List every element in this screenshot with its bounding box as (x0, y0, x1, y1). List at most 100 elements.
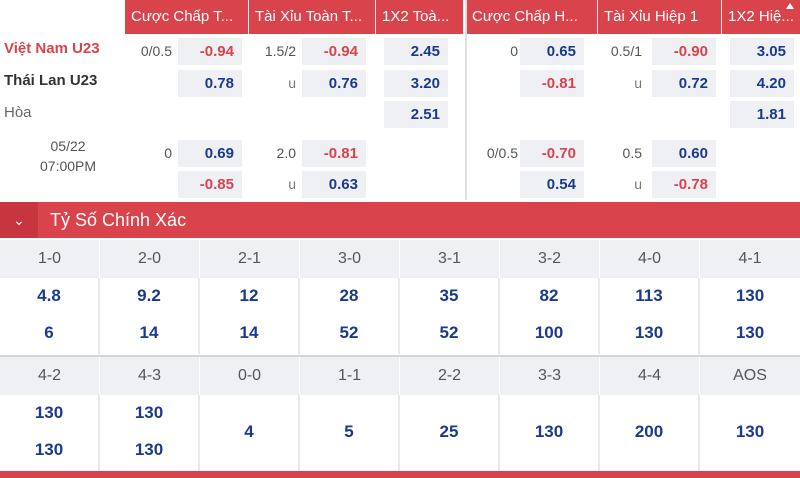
odds-header: Cược Chấp T... Tài Xỉu Toàn T... 1X2 Toà… (0, 0, 800, 34)
ft-handicap-home-odd[interactable]: -0.94 (178, 38, 242, 65)
home-team[interactable]: Việt Nam U23 (4, 40, 100, 57)
score-label: 4-1 (700, 240, 800, 278)
score-away-odd[interactable]: 130 (34, 440, 64, 459)
score-away-odd[interactable]: 130 (735, 323, 765, 342)
score-home-odd[interactable]: 130 (34, 403, 64, 422)
header-blank (0, 0, 125, 34)
score-cell: 130 (700, 395, 800, 471)
score-cell: 130 130 (100, 395, 200, 471)
score-away-odd[interactable]: 6 (44, 323, 54, 342)
h1-ou-line: 0.5/1 (610, 43, 642, 59)
ft-handicap-home-odd-2[interactable]: 0.69 (178, 140, 242, 167)
col-ft-handicap[interactable]: Cược Chấp T... (125, 0, 249, 34)
score-odd[interactable]: 130 (534, 422, 564, 441)
score-away-odd[interactable]: 52 (339, 323, 359, 342)
score-away-odd[interactable]: 100 (534, 323, 564, 342)
score-label: 1-1 (300, 357, 400, 395)
ft-ou-line-2: 2.0 (276, 145, 296, 161)
h1-1x2-away-odd[interactable]: 4.20 (730, 70, 794, 97)
h1-ou-under-odd-2[interactable]: -0.78 (652, 171, 716, 198)
score-odd[interactable]: 4 (244, 422, 254, 441)
score-cell: 82 100 (500, 278, 600, 354)
score-odd[interactable]: 25 (439, 422, 459, 441)
match-date: 05/22 (50, 138, 86, 154)
col-h1-1x2-label: 1X2 Hiệ... (728, 8, 794, 25)
ft-ou-over-odd[interactable]: -0.94 (302, 38, 366, 65)
score-home-odd[interactable]: 130 (134, 403, 164, 422)
score-label: 4-2 (0, 357, 100, 395)
score-home-odd[interactable]: 9.2 (137, 286, 161, 305)
h1-ou-over-odd[interactable]: -0.90 (652, 38, 716, 65)
score-cell: 200 (600, 395, 700, 471)
col-h1-over-under[interactable]: Tài Xỉu Hiệp 1 (598, 0, 722, 34)
ft-handicap-away-odd-2[interactable]: -0.85 (178, 171, 242, 198)
chevron-down-icon[interactable]: ⌄ (0, 202, 38, 238)
ft-handicap-away-odd[interactable]: 0.78 (178, 70, 242, 97)
h1-handicap-home-odd-2[interactable]: -0.70 (520, 140, 584, 167)
score-label: 3-0 (300, 240, 400, 278)
score-home-odd[interactable]: 12 (239, 286, 259, 305)
score-cell: 28 52 (300, 278, 400, 354)
col-h1-handicap[interactable]: Cược Chấp H... (466, 0, 598, 34)
score-label: 3-1 (400, 240, 500, 278)
h1-ou-under-odd[interactable]: 0.72 (652, 70, 716, 97)
correct-score-section[interactable]: ⌄ Tỷ Số Chính Xác (0, 202, 800, 238)
ft-1x2-away-odd[interactable]: 3.20 (384, 70, 448, 97)
score-odd[interactable]: 200 (634, 422, 664, 441)
h1-ou-over-odd-2[interactable]: 0.60 (652, 140, 716, 167)
ft-handicap-line-2: 0 (164, 145, 172, 161)
ft-ou-under-marker-2: u (288, 176, 296, 192)
score-home-odd[interactable]: 130 (735, 286, 765, 305)
score-label: 3-3 (500, 357, 600, 395)
score-label: 4-4 (600, 357, 700, 395)
h1-1x2-home-odd[interactable]: 3.05 (730, 38, 794, 65)
ft-ou-line: 1.5/2 (264, 43, 296, 59)
scroll-up-icon[interactable] (786, 3, 794, 9)
score-label: 0-0 (200, 357, 300, 395)
score-cell: 4 (200, 395, 300, 471)
ft-ou-under-marker: u (288, 75, 296, 91)
score-label: 2-0 (100, 240, 200, 278)
score-odd[interactable]: 130 (735, 422, 765, 441)
match-time: 07:00PM (40, 158, 97, 174)
score-label: 4-3 (100, 357, 200, 395)
h1-ou-line-2: 0.5 (622, 145, 642, 161)
score-label: 2-1 (200, 240, 300, 278)
h1-handicap-home-odd[interactable]: 0.65 (520, 38, 584, 65)
col-h1-1x2[interactable]: 1X2 Hiệ... (722, 0, 800, 34)
ft-ou-under-odd-2[interactable]: 0.63 (302, 171, 366, 198)
score-cell: 130 130 (700, 278, 800, 354)
h1-handicap-away-odd[interactable]: -0.81 (520, 70, 584, 97)
ft-1x2-home-odd[interactable]: 2.45 (384, 38, 448, 65)
score-home-odd[interactable]: 4.8 (37, 286, 61, 305)
score-label: 1-0 (0, 240, 100, 278)
score-label: 4-0 (600, 240, 700, 278)
score-odd[interactable]: 5 (344, 422, 354, 441)
score-away-odd[interactable]: 14 (139, 323, 159, 342)
score-cell: 4.8 6 (0, 278, 100, 354)
col-ft-1x2[interactable]: 1X2 Toà... (376, 0, 464, 34)
bottom-accent-bar (0, 471, 800, 478)
score-cell: 130 130 (0, 395, 100, 471)
h1-ou-under-marker: u (634, 75, 642, 91)
col-ft-over-under[interactable]: Tài Xỉu Toàn T... (249, 0, 376, 34)
score-cell: 35 52 (400, 278, 500, 354)
score-label: 2-2 (400, 357, 500, 395)
ft-ou-over-odd-2[interactable]: -0.81 (302, 140, 366, 167)
h1-handicap-away-odd-2[interactable]: 0.54 (520, 171, 584, 198)
score-cell: 5 (300, 395, 400, 471)
score-home-odd[interactable]: 28 (339, 286, 359, 305)
h1-1x2-draw-odd[interactable]: 1.81 (730, 101, 794, 128)
score-away-odd[interactable]: 130 (634, 323, 664, 342)
score-away-odd[interactable]: 14 (239, 323, 259, 342)
score-home-odd[interactable]: 82 (539, 286, 559, 305)
ft-1x2-draw-odd[interactable]: 2.51 (384, 101, 448, 128)
h1-handicap-line: 0 (510, 43, 518, 59)
score-away-odd[interactable]: 52 (439, 323, 459, 342)
away-team[interactable]: Thái Lan U23 (4, 72, 98, 89)
score-home-odd[interactable]: 35 (439, 286, 459, 305)
score-cell: 12 14 (200, 278, 300, 354)
score-away-odd[interactable]: 130 (134, 440, 164, 459)
score-home-odd[interactable]: 113 (635, 286, 663, 305)
ft-ou-under-odd[interactable]: 0.76 (302, 70, 366, 97)
